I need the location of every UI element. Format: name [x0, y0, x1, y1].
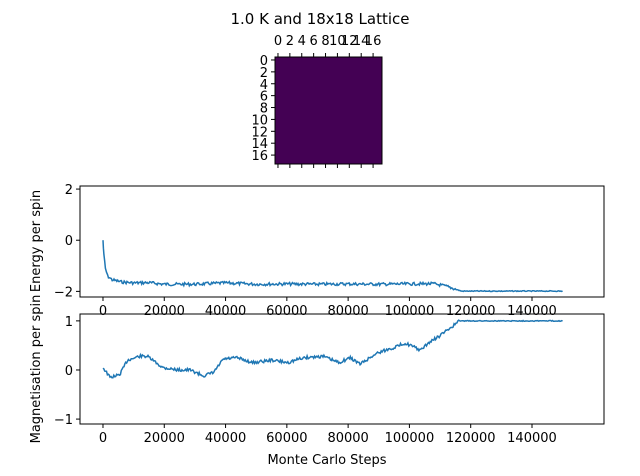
x-tick-label: 4 — [298, 34, 306, 49]
y-tick-label: 0 — [65, 234, 73, 249]
x-tick-label: 140000 — [507, 431, 557, 446]
lattice-title: 1.0 K and 18x18 Lattice — [231, 10, 410, 28]
x-tick-label: 60000 — [266, 431, 307, 446]
x-tick-label: 20000 — [144, 431, 185, 446]
x-tick-label: 140000 — [507, 304, 557, 319]
magnetisation-ylabel: Magnetisation per spin — [29, 295, 44, 444]
y-tick-label: 8 — [260, 102, 268, 117]
energy-axes: 0 20000 40000 60000 80000 100000 120000 140000 −… — [54, 183, 605, 319]
y-tick-label: 0 — [260, 54, 268, 69]
y-tick-label: 16 — [251, 149, 268, 164]
y-tick-label: 10 — [251, 113, 268, 128]
y-tick-label: 1 — [65, 315, 73, 330]
x-tick-label: 2 — [286, 34, 294, 49]
y-tick-label: 2 — [65, 183, 73, 198]
x-tick-label: 0 — [99, 431, 107, 446]
x-tick-label: 40000 — [205, 304, 246, 319]
axes-frame — [79, 313, 605, 425]
x-tick-label: 10 — [329, 34, 346, 49]
magnetisation-axes: 0 20000 40000 60000 80000 100000 120000 140000 −… — [54, 313, 605, 446]
x-tick-label: 60000 — [266, 304, 307, 319]
data-line — [102, 319, 563, 379]
y-tick-label: 14 — [251, 137, 268, 152]
x-tick-label: 20000 — [144, 304, 185, 319]
x-tick-label: 120000 — [446, 304, 496, 319]
x-tick-label: 16 — [365, 34, 382, 49]
x-tick-label: 0 — [99, 304, 107, 319]
x-tick-label: 0 — [274, 34, 282, 49]
lattice-cells — [274, 56, 383, 165]
y-tick-label: −2 — [54, 285, 73, 300]
x-axis-label: Monte Carlo Steps — [267, 453, 386, 468]
axes-frame — [79, 185, 605, 298]
x-tick-label: 120000 — [446, 431, 496, 446]
x-tick-label: 100000 — [385, 304, 435, 319]
y-tick-label: 2 — [260, 66, 268, 81]
y-tick-label: 4 — [260, 78, 268, 93]
x-tick-label: 8 — [321, 34, 329, 49]
y-tick-label: 0 — [65, 364, 73, 379]
x-tick-label: 40000 — [205, 431, 246, 446]
x-tick-label: 14 — [353, 34, 370, 49]
y-tick-label: −1 — [54, 413, 73, 428]
data-line — [102, 240, 563, 293]
y-tick-label: 12 — [251, 125, 268, 140]
y-tick-label: 6 — [260, 90, 268, 105]
x-tick-label: 80000 — [327, 431, 368, 446]
x-tick-label: 6 — [309, 34, 317, 49]
energy-ylabel: Energy per spin — [29, 190, 44, 292]
x-tick-label: 100000 — [385, 431, 435, 446]
x-tick-label: 80000 — [327, 304, 368, 319]
x-tick-label: 12 — [341, 34, 358, 49]
